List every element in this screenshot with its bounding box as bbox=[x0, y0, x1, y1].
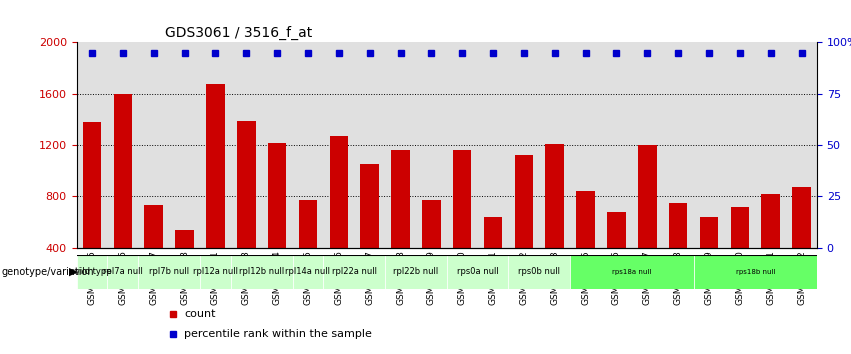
Bar bbox=[545, 144, 564, 299]
Bar bbox=[762, 194, 780, 299]
Bar bbox=[83, 122, 101, 299]
Bar bbox=[145, 205, 163, 299]
Bar bbox=[422, 200, 441, 299]
Text: rpl14a null: rpl14a null bbox=[285, 267, 330, 276]
Text: rpl12b null: rpl12b null bbox=[239, 267, 284, 276]
Bar bbox=[206, 84, 225, 299]
Bar bbox=[299, 200, 317, 299]
Bar bbox=[385, 255, 447, 289]
Bar bbox=[483, 217, 502, 299]
Text: ▶: ▶ bbox=[69, 267, 77, 277]
Bar bbox=[138, 255, 200, 289]
Bar bbox=[113, 94, 132, 299]
Bar bbox=[293, 255, 323, 289]
Text: rpl22a null: rpl22a null bbox=[332, 267, 377, 276]
Bar bbox=[792, 188, 811, 299]
Bar bbox=[231, 255, 293, 289]
Text: rpl22b null: rpl22b null bbox=[393, 267, 438, 276]
Text: rpl7b null: rpl7b null bbox=[149, 267, 189, 276]
Bar bbox=[669, 203, 688, 299]
Bar bbox=[700, 217, 718, 299]
Bar bbox=[200, 255, 231, 289]
Text: rps18a null: rps18a null bbox=[612, 269, 652, 275]
Bar bbox=[730, 207, 749, 299]
Bar bbox=[391, 150, 409, 299]
Bar bbox=[447, 255, 508, 289]
Text: rpl7a null: rpl7a null bbox=[103, 267, 143, 276]
Bar bbox=[107, 255, 138, 289]
Bar bbox=[694, 255, 817, 289]
Bar bbox=[515, 155, 533, 299]
Bar bbox=[329, 136, 348, 299]
Bar bbox=[508, 255, 570, 289]
Text: percentile rank within the sample: percentile rank within the sample bbox=[184, 329, 372, 339]
Bar bbox=[453, 150, 471, 299]
Text: rps18b null: rps18b null bbox=[735, 269, 775, 275]
Text: rps0a null: rps0a null bbox=[457, 267, 499, 276]
Text: rps0b null: rps0b null bbox=[518, 267, 560, 276]
Bar bbox=[607, 212, 625, 299]
Bar bbox=[175, 230, 194, 299]
Text: count: count bbox=[184, 309, 215, 319]
Text: GDS3061 / 3516_f_at: GDS3061 / 3516_f_at bbox=[165, 26, 312, 40]
Bar bbox=[360, 164, 379, 299]
Text: rpl12a null: rpl12a null bbox=[193, 267, 238, 276]
Bar bbox=[638, 145, 656, 299]
Bar bbox=[576, 191, 595, 299]
Bar bbox=[237, 121, 255, 299]
Text: wild type: wild type bbox=[73, 267, 111, 276]
Text: genotype/variation: genotype/variation bbox=[2, 267, 94, 277]
Bar bbox=[268, 143, 286, 299]
Bar bbox=[77, 255, 107, 289]
Bar bbox=[570, 255, 694, 289]
Bar bbox=[323, 255, 385, 289]
